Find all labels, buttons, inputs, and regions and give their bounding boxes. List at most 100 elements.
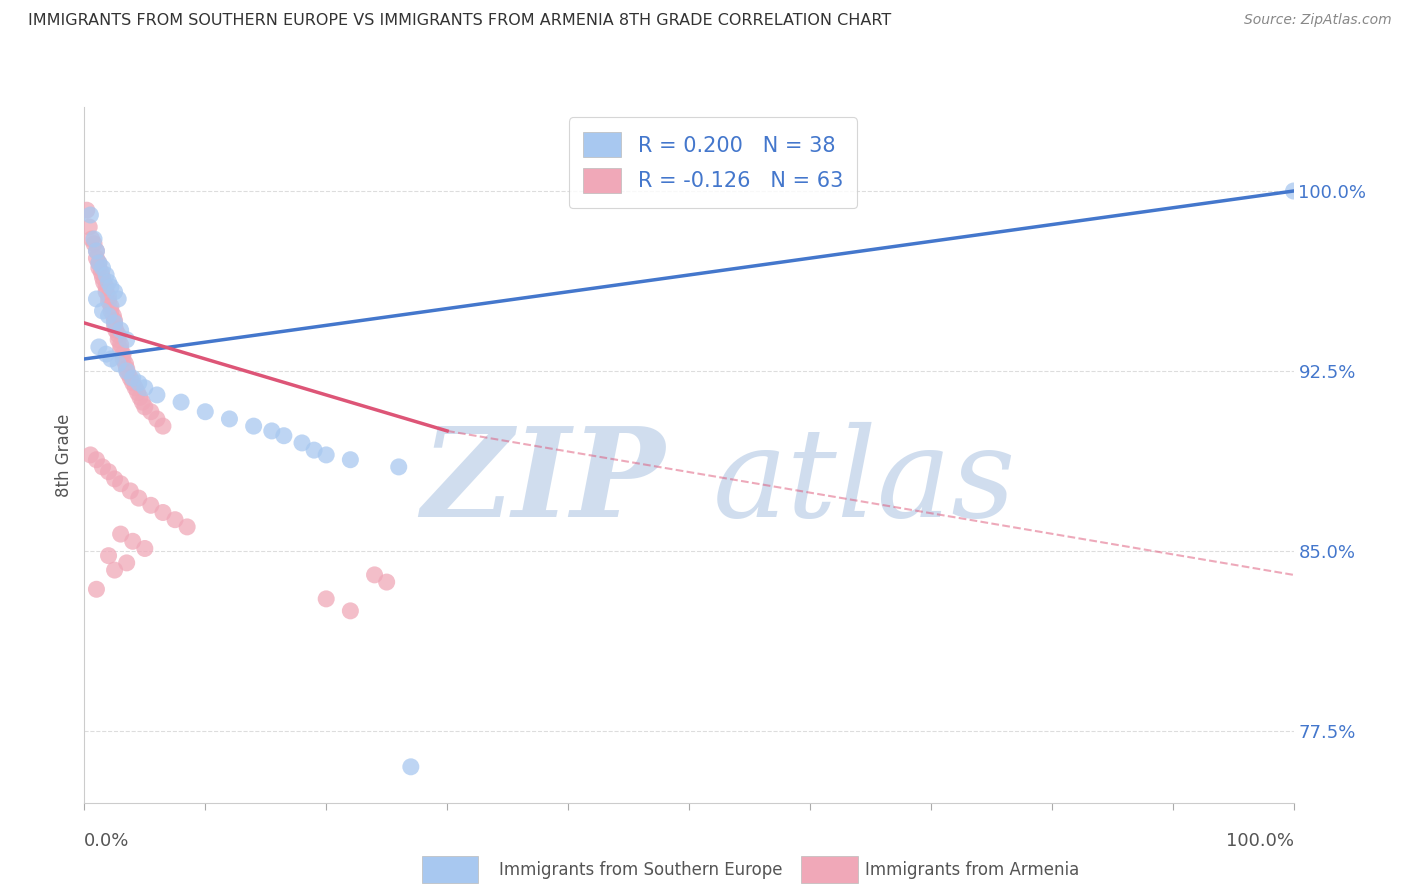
Point (129, 390, 152, 404)
Point (79, 208, 101, 222)
Point (100, 280, 122, 294)
Point (115, 364, 138, 378)
Point (87, 260, 110, 275)
Point (79, 448, 101, 462)
Point (107, 333, 129, 347)
Point (302, 443, 325, 458)
Text: atlas: atlas (713, 422, 1017, 543)
Point (97, 309, 120, 323)
Point (134, 400, 156, 414)
Point (194, 405, 217, 419)
Point (388, 459, 411, 474)
Point (120, 483, 142, 498)
Point (131, 395, 153, 409)
Text: Immigrants from Armenia: Immigrants from Armenia (865, 861, 1078, 879)
Point (104, 318, 127, 333)
Point (86, 244, 108, 258)
Point (176, 520, 198, 534)
Point (128, 376, 150, 390)
Point (97, 465, 120, 479)
Legend: R = 0.200   N = 38, R = -0.126   N = 63: R = 0.200 N = 38, R = -0.126 N = 63 (569, 118, 858, 208)
Text: ZIP: ZIP (420, 422, 665, 543)
Point (107, 357, 129, 371)
Point (97, 289, 120, 303)
Point (163, 513, 186, 527)
Point (83, 232, 105, 246)
Point (91, 304, 114, 318)
Point (93, 275, 115, 289)
Point (120, 371, 142, 385)
Point (103, 309, 125, 323)
Point (91, 260, 114, 275)
Point (260, 424, 283, 438)
Point (97, 549, 120, 563)
Point (112, 351, 135, 366)
Point (115, 333, 138, 347)
Point (1282, 184, 1305, 198)
Point (139, 498, 162, 512)
Point (87, 256, 110, 270)
Text: 100.0%: 100.0% (1226, 831, 1294, 849)
Point (91, 459, 114, 474)
Point (242, 419, 264, 434)
Point (87, 256, 110, 270)
Point (170, 395, 193, 409)
Text: Immigrants from Southern Europe: Immigrants from Southern Europe (499, 861, 783, 879)
Point (100, 304, 122, 318)
Point (121, 376, 143, 390)
Point (291, 436, 314, 450)
Point (86, 244, 108, 258)
Point (363, 567, 385, 582)
Point (94, 347, 117, 361)
Point (112, 347, 135, 361)
Point (146, 412, 169, 426)
Point (87, 340, 110, 354)
Point (315, 591, 337, 606)
Point (110, 476, 132, 491)
Point (91, 270, 114, 285)
Point (110, 323, 132, 337)
Point (77, 219, 100, 234)
Point (104, 313, 127, 327)
Point (86, 452, 108, 467)
Point (139, 405, 162, 419)
Point (104, 563, 127, 577)
Point (94, 280, 117, 294)
Point (134, 541, 156, 556)
Point (97, 275, 120, 289)
Point (80, 232, 103, 246)
Point (134, 381, 156, 395)
Point (146, 388, 169, 402)
Point (110, 337, 132, 351)
Point (152, 506, 174, 520)
Point (107, 292, 129, 306)
Point (339, 604, 361, 618)
Point (117, 367, 139, 381)
Point (121, 534, 143, 549)
Point (110, 527, 132, 541)
Point (86, 251, 108, 265)
Point (97, 294, 120, 309)
Point (218, 412, 240, 426)
Point (104, 323, 127, 337)
Point (121, 371, 143, 385)
Text: Source: ZipAtlas.com: Source: ZipAtlas.com (1244, 13, 1392, 28)
Point (100, 351, 122, 366)
Point (86, 582, 108, 597)
Text: IMMIGRANTS FROM SOUTHERN EUROPE VS IMMIGRANTS FROM ARMENIA 8TH GRADE CORRELATION: IMMIGRANTS FROM SOUTHERN EUROPE VS IMMIG… (28, 13, 891, 29)
Point (90, 266, 112, 280)
Point (152, 419, 174, 434)
Point (107, 328, 129, 343)
Point (124, 381, 146, 395)
Point (110, 343, 132, 357)
Point (100, 299, 122, 313)
Point (315, 448, 337, 462)
Point (273, 428, 295, 442)
Text: 0.0%: 0.0% (84, 831, 129, 849)
Point (104, 285, 127, 299)
Point (104, 472, 127, 486)
Point (76, 203, 98, 218)
Point (104, 316, 127, 330)
Point (83, 236, 105, 251)
Point (94, 285, 117, 299)
